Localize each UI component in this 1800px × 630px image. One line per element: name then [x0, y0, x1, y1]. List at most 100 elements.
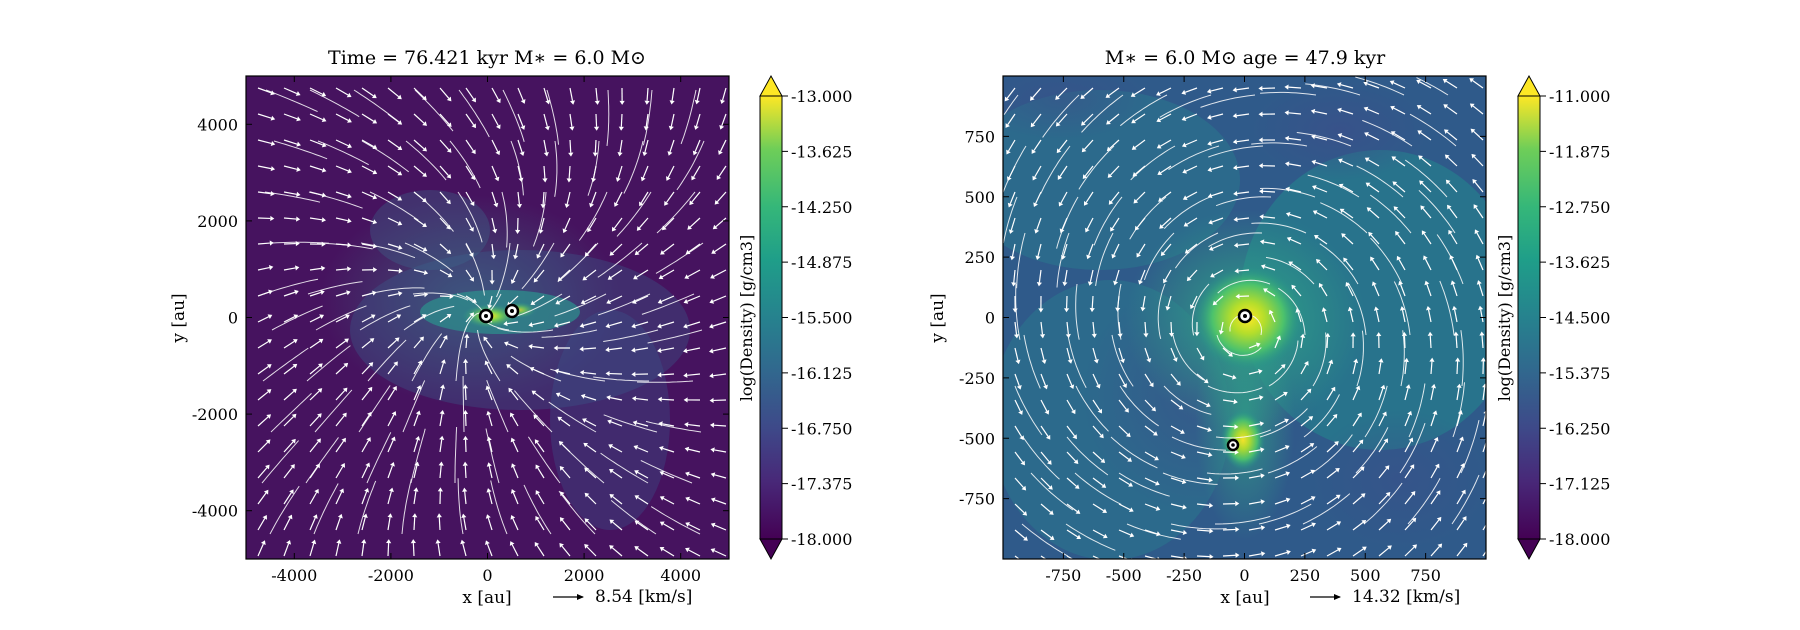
left-velocity-arrow — [583, 442, 589, 448]
right-velocity-arrow — [1019, 435, 1024, 441]
right-velocity-key-label: 14.32 [km/s] — [1352, 587, 1460, 607]
left-velocity-arrow — [446, 313, 452, 319]
left-velocity-arrow — [397, 120, 403, 125]
left-velocity-arrow — [485, 514, 491, 519]
left-velocity-arrow — [422, 172, 427, 177]
left-velocity-arrow — [534, 541, 540, 547]
left-streamline — [554, 140, 558, 197]
right-velocity-arrow — [1258, 137, 1263, 143]
left-velocity-arrow — [555, 392, 561, 398]
right-velocity-arrow — [1373, 306, 1379, 311]
right-streamline — [1021, 523, 1069, 557]
left-velocity-arrow — [528, 322, 533, 328]
left-velocity-arrow — [373, 267, 378, 273]
left-panel: Time = 76.421 kyr M∗ = 6.0 M⊙ -4000 -2000… — [169, 47, 852, 608]
left-velocity-arrow — [520, 125, 526, 130]
left-velocity-arrow — [397, 244, 403, 250]
right-velocity-arrow — [1473, 204, 1479, 209]
left-velocity-arrow — [584, 518, 590, 523]
right-streamline — [1023, 334, 1041, 389]
left-velocity-arrow — [372, 194, 378, 200]
right-velocity-arrow — [1387, 545, 1392, 550]
right-streamline — [1268, 340, 1299, 387]
left-velocity-arrow — [314, 488, 319, 494]
left-streamline — [313, 483, 339, 535]
right-x-ticks: -750 -500 -250 0 250 500 750 — [1045, 76, 1441, 585]
left-streamline — [271, 305, 323, 331]
right-velocity-arrow — [1138, 279, 1144, 285]
left-streamline — [597, 293, 651, 316]
left-velocity-arrow — [640, 176, 646, 182]
right-colorbar-tick-label: -13.625 — [1549, 253, 1610, 272]
right-velocity-arrow — [1160, 251, 1166, 256]
right-velocity-arrow — [1156, 117, 1162, 123]
right-velocity-arrow — [1013, 334, 1020, 339]
right-velocity-arrow — [1462, 516, 1467, 521]
left-y-ticks: 4000 2000 0 -2000 -4000 — [192, 115, 729, 521]
right-velocity-arrow — [1235, 501, 1240, 507]
left-velocity-arrow — [685, 547, 690, 553]
left-ytick-label: 4000 — [197, 115, 238, 134]
right-velocity-arrow — [1284, 110, 1289, 116]
right-velocity-arrow — [1450, 280, 1456, 285]
left-velocity-arrow — [506, 364, 512, 369]
left-velocity-arrow — [397, 145, 403, 151]
left-velocity-arrow — [608, 444, 614, 449]
left-velocity-arrow — [710, 472, 716, 478]
left-velocity-arrow — [315, 463, 320, 469]
left-streamline — [457, 191, 483, 243]
right-velocity-key: 14.32 [km/s] — [1310, 587, 1460, 607]
right-velocity-arrow — [1232, 165, 1238, 171]
left-streamline — [650, 506, 701, 535]
left-velocity-arrow — [345, 314, 350, 319]
left-streamline — [369, 191, 419, 221]
right-velocity-arrow — [1047, 459, 1052, 465]
left-velocity-arrow — [438, 461, 444, 466]
left-velocity-arrow — [710, 548, 716, 554]
right-velocity-arrow — [1416, 79, 1422, 85]
right-velocity-arrow — [1181, 142, 1187, 148]
left-velocity-key-label: 8.54 [km/s] — [595, 587, 692, 607]
left-colorbar-tick-label: -18.000 — [791, 530, 852, 549]
left-velocity-arrow — [584, 492, 590, 498]
right-streamline — [1400, 330, 1405, 387]
right-velocity-arrow — [1207, 427, 1212, 432]
left-velocity-arrow — [634, 495, 640, 500]
left-velocity-arrow — [296, 191, 301, 197]
left-streamline — [497, 327, 554, 333]
right-streamline — [1126, 523, 1181, 540]
right-velocity-arrow — [1259, 188, 1264, 194]
left-velocity-arrow — [340, 463, 345, 468]
left-velocity-arrow — [317, 413, 322, 418]
right-velocity-arrow — [1099, 433, 1104, 439]
left-velocity-arrow — [584, 544, 589, 549]
left-velocity-key: 8.54 [km/s] — [553, 587, 692, 607]
right-streamline — [1355, 427, 1389, 474]
right-velocity-arrow — [1111, 253, 1117, 259]
left-velocity-arrow — [592, 152, 598, 157]
left-velocity-arrow — [347, 242, 352, 248]
right-velocity-arrow — [1085, 227, 1090, 233]
right-velocity-arrow — [1133, 198, 1139, 204]
right-velocity-arrow — [1128, 507, 1134, 512]
left-velocity-arrow — [689, 200, 694, 206]
right-streamline — [1439, 280, 1455, 336]
right-velocity-arrow — [1403, 357, 1409, 363]
right-velocity-arrow — [1304, 360, 1309, 366]
left-xtick-label: 2000 — [564, 566, 605, 585]
left-velocity-arrow — [366, 437, 371, 442]
right-ytick-label: 500 — [964, 188, 995, 207]
right-velocity-arrow — [1050, 561, 1055, 565]
left-velocity-arrow — [347, 218, 352, 224]
right-velocity-arrow — [1132, 172, 1138, 177]
right-velocity-arrow — [1330, 386, 1336, 392]
right-velocity-arrow — [1041, 359, 1047, 364]
right-title: M∗ = 6.0 M⊙ age = 47.9 kyr — [1105, 47, 1386, 69]
left-velocity-arrow — [569, 100, 576, 105]
right-xtick-label: -500 — [1106, 566, 1142, 585]
right-velocity-arrow — [1043, 384, 1048, 390]
left-velocity-arrow — [347, 266, 352, 272]
left-velocity-arrow — [396, 314, 402, 319]
left-colorbar-tick-label: -15.500 — [791, 309, 852, 328]
right-velocity-arrow — [1120, 358, 1125, 364]
